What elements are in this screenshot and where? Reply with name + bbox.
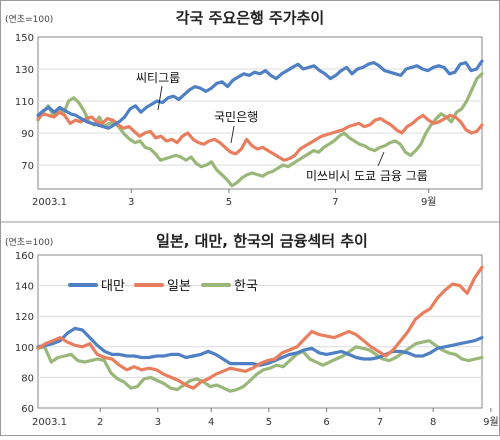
chart-bank-stock-trend: 각국 주요은행 주가추이 (연초=100) 150 130 110 90 70 2003… [5, 9, 484, 208]
chart2-x-tick-8: 9월 [483, 416, 499, 428]
chart2-y-tick-140: 140 [15, 282, 34, 293]
chart1-y-tick-130: 130 [15, 65, 34, 76]
chart2-gridlines [38, 285, 482, 378]
chart2-y-tick-120: 120 [15, 312, 34, 323]
annotation-mufg-pointer [377, 151, 385, 167]
legend-label-taiwan: 대만 [101, 279, 125, 294]
chart2-x-tick-2: 3 [155, 417, 161, 428]
chart2-x-ticks: 2003.1 2 3 4 5 6 7 8 9월 [32, 408, 499, 428]
chart1-y-ticks: 150 130 110 90 70 [15, 33, 34, 172]
chart1-x-tick-3: 7 [332, 197, 338, 208]
chart2-y-tick-80: 80 [21, 373, 34, 384]
chart2-y-ticks: 160 140 120 100 80 60 [15, 251, 34, 415]
annotation-citigroup-pointer [157, 85, 163, 111]
chart2-x-tick-5: 6 [323, 417, 329, 428]
chart2-legend: 대만 일본 한국 [68, 279, 258, 294]
chart-financial-sector-trend: 일본, 대만, 한국의 금융섹터 추이 (연초=100) 160 140 120 10… [5, 232, 499, 428]
chart1-title: 각국 주요은행 주가추이 [176, 9, 324, 27]
chart2-series-lines [36, 265, 484, 393]
chart2-y-tick-100: 100 [15, 343, 34, 354]
chart1-series-line-0 [36, 59, 484, 130]
chart1-series-lines [36, 59, 484, 188]
chart1-x-tick-1: 3 [128, 197, 134, 208]
chart2-y-tick-60: 60 [21, 404, 34, 415]
chart1-x-ticks: 2003.1 3 5 7 9월 [32, 189, 437, 208]
chart1-y-tick-90: 90 [21, 129, 34, 140]
chart2-unit-label: (연초=100) [5, 237, 53, 248]
chart2-x-tick-4: 5 [266, 417, 272, 428]
chart1-unit-label: (연초=100) [5, 14, 53, 25]
chart2-plot-frame [37, 254, 483, 409]
chart2-x-tick-0: 2003.1 [32, 417, 67, 428]
chart2-title: 일본, 대만, 한국의 금융섹터 추이 [156, 232, 368, 250]
legend-label-japan: 일본 [167, 279, 191, 294]
chart1-x-tick-4: 9월 [421, 196, 437, 208]
chart1-x-tick-0: 2003.1 [32, 197, 67, 208]
chart2-x-tick-7: 8 [430, 417, 436, 428]
chart2-series-line-1 [36, 265, 484, 390]
chart1-plot-frame [37, 36, 483, 190]
annotation-kookmin-pointer [230, 125, 235, 144]
chart1-y-tick-110: 110 [15, 97, 34, 108]
legend-label-korea: 한국 [234, 279, 258, 294]
chart2-x-tick-1: 2 [97, 417, 103, 428]
chart1-series-line-1 [36, 110, 484, 162]
annotation-kookmin: 국민은행 [214, 109, 258, 124]
chart1-y-tick-150: 150 [15, 33, 34, 44]
chart1-y-tick-70: 70 [21, 161, 34, 172]
chart1-series-line-2 [36, 72, 484, 188]
chart2-x-tick-6: 7 [377, 417, 383, 428]
annotation-citigroup: 씨티그룹 [136, 71, 180, 85]
annotation-mufg: 미쓰비시 도쿄 금융 그룹 [306, 169, 428, 183]
chart1-x-tick-2: 5 [226, 197, 232, 208]
chart2-y-tick-160: 160 [15, 251, 34, 262]
chart2-x-tick-3: 4 [208, 417, 214, 428]
chart2-series-line-2 [36, 339, 484, 393]
